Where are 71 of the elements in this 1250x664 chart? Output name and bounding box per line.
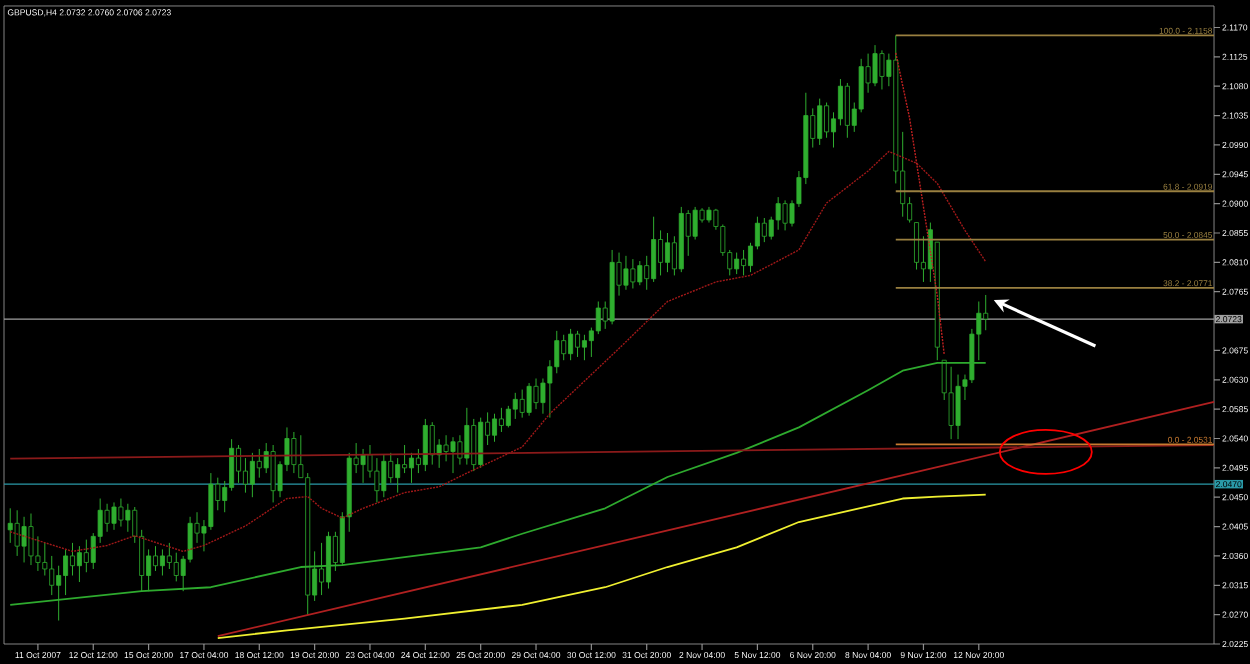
candlestick: [429, 421, 435, 466]
candlestick: [471, 418, 477, 472]
candlestick: [948, 366, 954, 440]
candlestick: [505, 405, 511, 428]
candlestick: [519, 389, 525, 419]
candlestick: [395, 457, 401, 494]
candlestick: [319, 542, 325, 596]
candlestick: [83, 539, 89, 573]
candlestick: [837, 78, 843, 126]
candlestick: [402, 444, 408, 474]
candlestick: [623, 255, 629, 291]
candlestick: [741, 249, 747, 276]
candlestick: [914, 222, 919, 271]
candlestick: [166, 542, 172, 570]
candlestick: [291, 431, 297, 474]
candlestick: [533, 377, 539, 410]
candlestick: [630, 258, 636, 289]
candlestick: [104, 503, 110, 533]
candlestick: [734, 252, 740, 275]
candlestick: [464, 407, 470, 466]
candlestick: [7, 507, 13, 544]
candlestick: [561, 334, 567, 361]
candlestick: [879, 49, 885, 90]
candlestick: [637, 260, 643, 286]
candlestick: [70, 542, 75, 576]
candlestick: [443, 434, 449, 462]
candlestick: [76, 545, 82, 583]
candlestick: [983, 294, 989, 331]
candlestick: [568, 328, 574, 361]
candlestick: [325, 531, 331, 590]
candlestick: [651, 216, 657, 283]
candlestick: [270, 444, 276, 503]
candlestick: [595, 301, 601, 335]
candlestick: [14, 509, 20, 557]
candlestick: [388, 452, 394, 484]
candlestick: [125, 503, 131, 533]
candlestick: [422, 418, 428, 472]
candlestick: [28, 513, 34, 566]
candlestick: [256, 448, 262, 479]
candlestick: [409, 452, 414, 484]
candlestick: [782, 199, 788, 231]
candlestick: [872, 44, 878, 87]
candlestick: [526, 382, 532, 417]
candlestick: [236, 444, 242, 484]
candlestick: [63, 548, 69, 596]
candlestick: [581, 334, 587, 361]
candlestick: [360, 448, 366, 484]
candlestick: [153, 545, 158, 572]
candlestick: [955, 374, 961, 440]
candlestick: [817, 98, 823, 146]
line-series: [216, 493, 987, 640]
candlestick: [21, 516, 27, 563]
candlestick: [512, 392, 518, 420]
candlestick: [492, 413, 497, 443]
candlestick: [664, 232, 670, 273]
candlestick: [49, 555, 55, 596]
candlestick: [159, 548, 165, 576]
candlestick: [824, 102, 830, 139]
candlestick: [173, 552, 179, 582]
candlestick: [498, 407, 504, 433]
candlestick: [844, 82, 850, 139]
candlestick: [381, 454, 387, 498]
candlestick: [478, 417, 484, 469]
candlestick: [118, 498, 124, 528]
candlestick: [249, 452, 255, 498]
line-series: [895, 52, 945, 356]
candlestick: [658, 229, 664, 276]
candlestick: [575, 330, 580, 358]
candlestick: [450, 436, 456, 474]
candlestick: [761, 217, 767, 243]
candlestick: [111, 501, 117, 531]
